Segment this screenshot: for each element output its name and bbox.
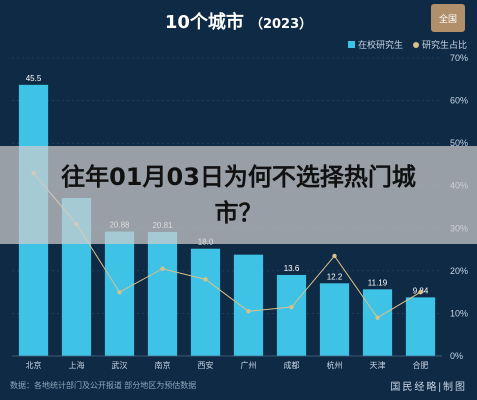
bar [190,248,221,356]
x-tick-label: 广州 [241,360,257,370]
x-tick-label: 成都 [284,360,300,370]
line-point [418,289,423,295]
legend-label-line: 研究生占比 [421,40,467,50]
logo: 全国 [431,4,465,32]
line-point [160,266,165,271]
y2-tick-label: 50% [450,138,468,148]
bar [276,274,307,356]
legend-line-dot [412,41,419,48]
bar [319,283,350,356]
x-tick-label: 南京 [155,360,171,370]
headline-banner: 往年01月03日为何不选择热门城市？ [0,146,477,244]
source-note: 数据：各地统计部门及公开报道 部分地区为预估数据 [10,381,197,390]
chart-title: 10个城市 （2023） [0,8,477,34]
data-label: 11.19 [368,278,388,287]
x-tick-label: 上海 [69,360,85,370]
chart-title-year: （2023） [249,17,313,32]
bar [405,297,436,356]
x-tick-label: 北京 [26,360,42,370]
y2-tick-label: 60% [450,96,468,106]
data-label: 13.6 [284,264,300,273]
x-tick-label: 合肥 [413,360,429,370]
x-tick-label: 西安 [198,360,214,370]
chart-title-main: 10个城市 [164,12,244,33]
y2-tick-label: 10% [450,308,468,318]
logo-text: 全国 [438,13,457,24]
line-point [117,289,122,295]
y2-tick-label: 0% [450,351,463,361]
bar [362,289,393,356]
x-tick-label: 杭州 [327,360,343,370]
x-tick-label: 天津 [370,360,386,370]
bar [233,254,264,356]
line-point [246,309,251,314]
legend-bar-swatch [347,41,355,48]
data-label: 45.5 [26,74,42,83]
y2-tick-label: 70% [450,53,468,63]
bar [147,231,178,356]
line-series [33,172,421,319]
watermark: 国民经略|制图 [390,382,467,393]
legend-item-bars: 在校研究生 [347,38,403,51]
line-point [375,315,380,320]
legend-label-bars: 在校研究生 [357,40,403,50]
data-label: 12.2 [327,272,343,281]
legend-item-line: 研究生占比 [412,38,467,51]
line-point [203,277,208,282]
line-point [289,304,294,310]
headline-text: 往年01月03日为何不选择热门城市？ [61,163,416,227]
y2-tick-label: 20% [450,266,468,276]
line-point [332,253,337,259]
legend: 在校研究生 研究生占比 [347,38,467,51]
x-tick-label: 武汉 [112,360,128,370]
